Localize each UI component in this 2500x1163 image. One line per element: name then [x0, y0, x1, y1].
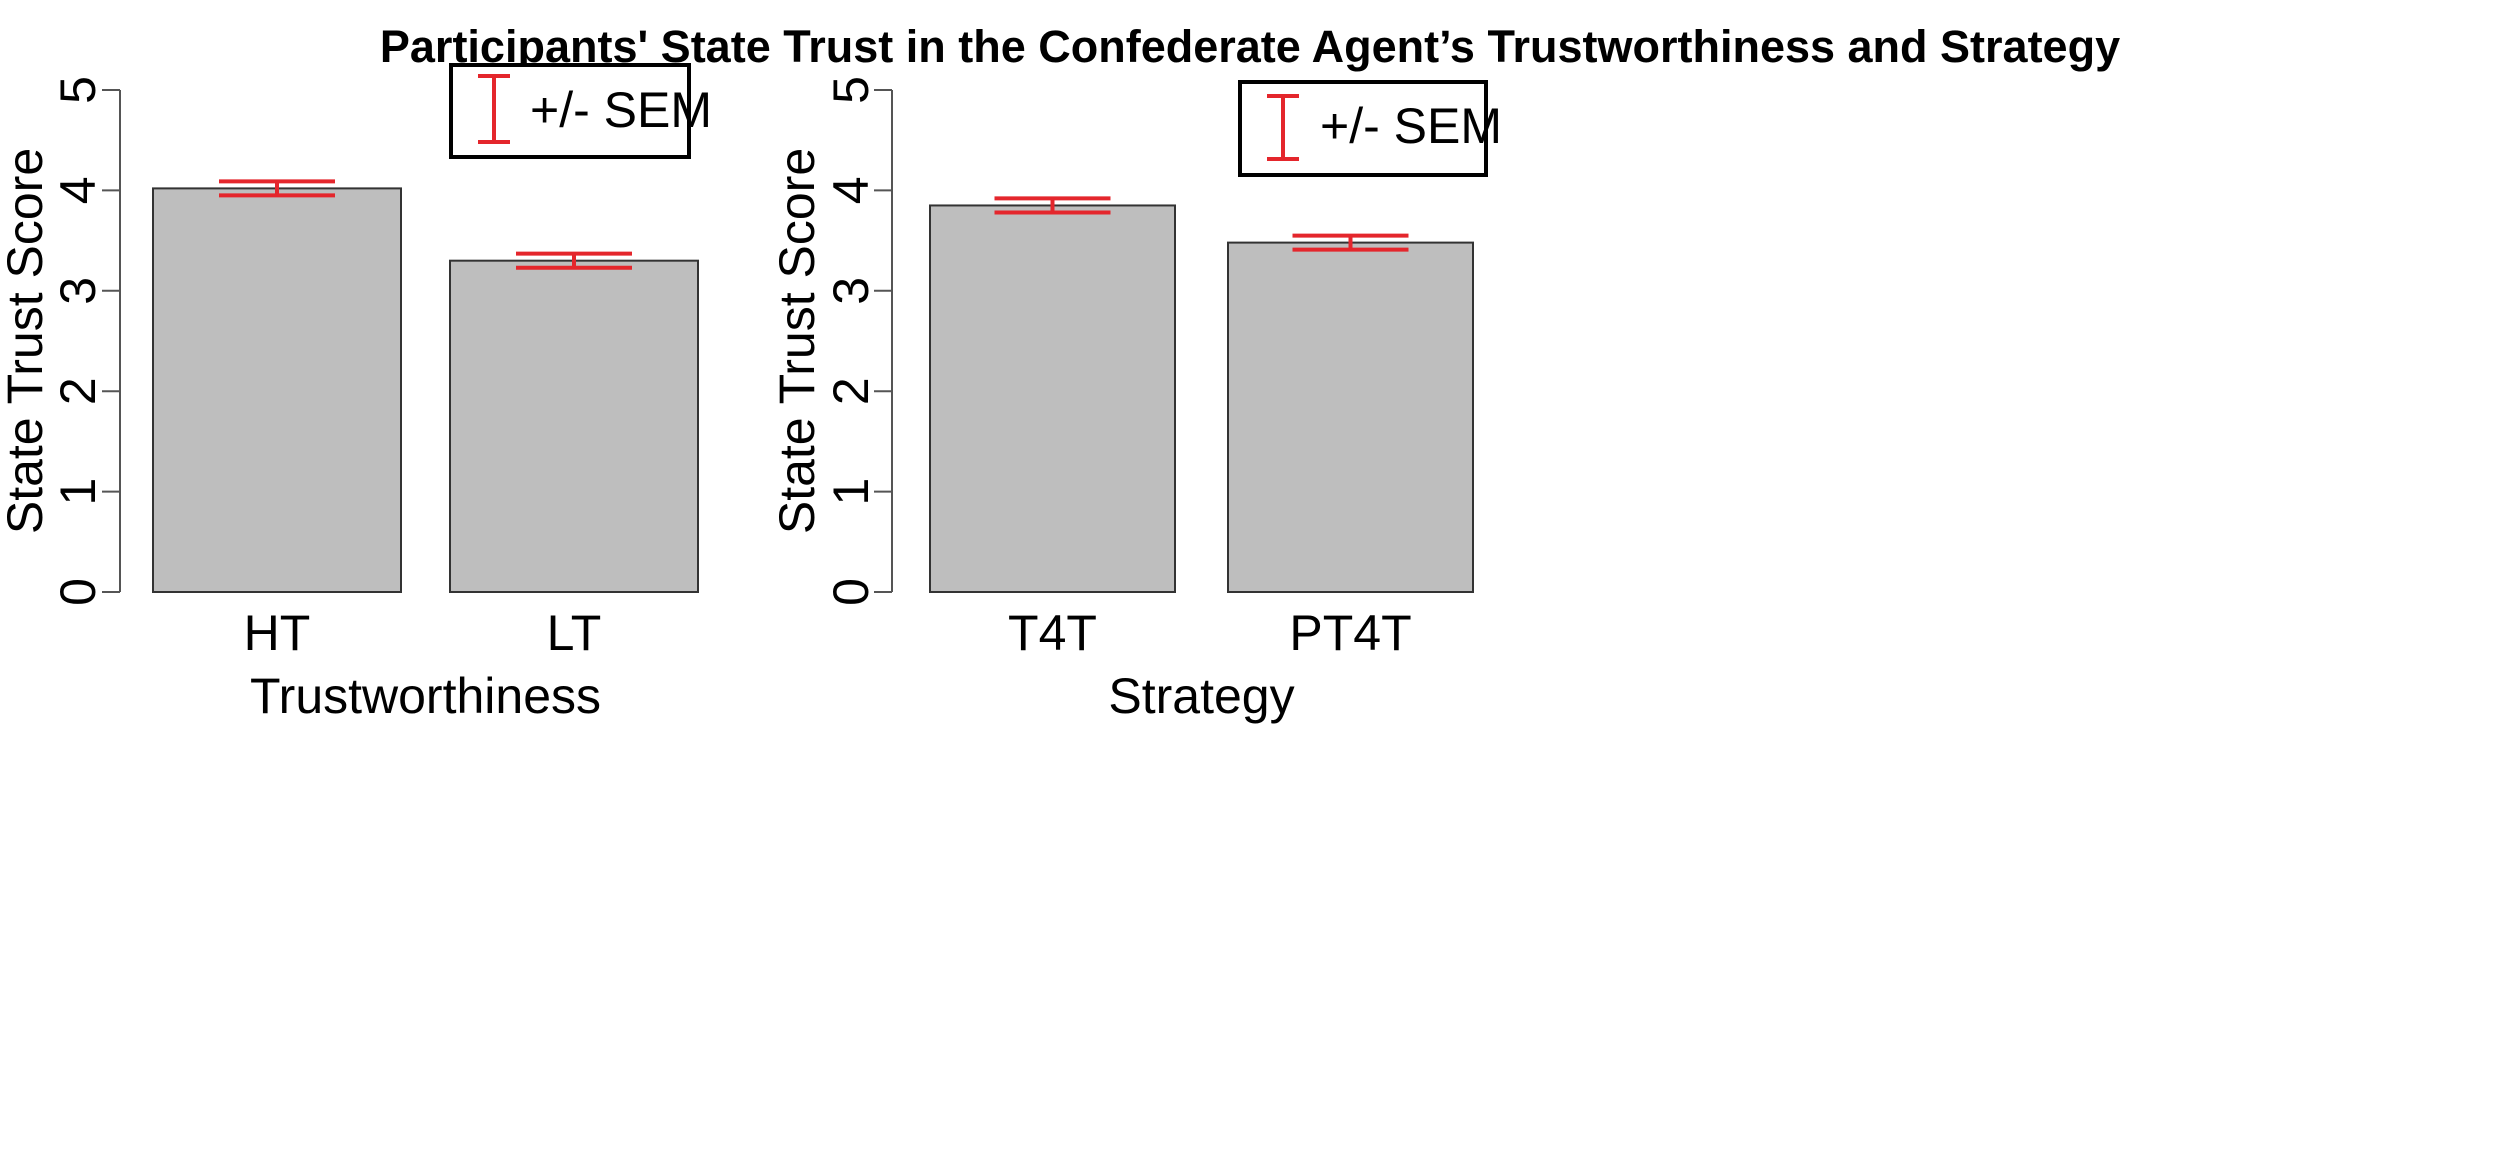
y-tick-label: 1: [50, 478, 106, 506]
y-tick-label: 2: [50, 377, 106, 405]
y-axis-label: State Trust Score: [769, 148, 825, 534]
x-category-label: PT4T: [1289, 605, 1411, 661]
y-tick-label: 3: [50, 277, 106, 305]
x-category-label: T4T: [1008, 605, 1097, 661]
legend-label: +/- SEM: [1320, 98, 1502, 154]
y-tick-label: 1: [823, 478, 879, 506]
x-category-label: LT: [547, 605, 602, 661]
right-panel: 0 1 2 3 4 5 State Trust Score T4T PT4T Strategy +/…: [769, 76, 1502, 724]
y-tick-label: 5: [50, 76, 106, 104]
legend: +/- SEM: [1238, 80, 1502, 177]
y-axis-label: State Trust Score: [0, 148, 53, 534]
bar: [1227, 241, 1474, 593]
y-tick-label: 5: [823, 76, 879, 104]
y-tick-label: 0: [823, 578, 879, 606]
left-panel: 0 1 2 3 4 5 State Trust Score HT LT Trustworthine…: [0, 63, 712, 724]
bar: [449, 259, 699, 593]
legend-label: +/- SEM: [530, 82, 712, 138]
y-tick-label: 2: [823, 377, 879, 405]
legend: +/- SEM: [449, 63, 712, 159]
y-tick-label: 3: [823, 277, 879, 305]
x-axis-label: Strategy: [1108, 668, 1294, 724]
y-tick-label: 0: [50, 578, 106, 606]
y-tick-label: 4: [50, 176, 106, 204]
bar: [152, 187, 402, 593]
y-tick-label: 4: [823, 176, 879, 204]
bar: [929, 204, 1176, 594]
x-axis-label: Trustworthiness: [250, 668, 601, 724]
x-category-label: HT: [244, 605, 311, 661]
